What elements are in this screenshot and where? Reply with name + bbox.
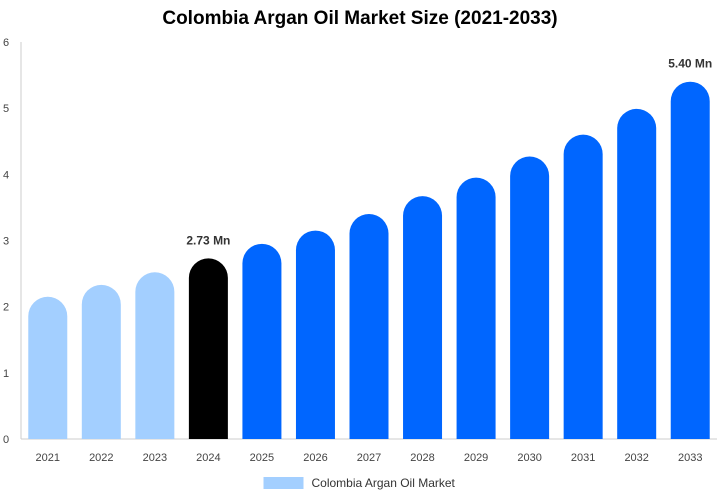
x-tick-label: 2027 bbox=[357, 452, 381, 464]
y-tick-label: 3 bbox=[3, 236, 9, 248]
x-tick-label: 2028 bbox=[410, 452, 434, 464]
bar-2029 bbox=[456, 177, 496, 439]
bar-2030 bbox=[510, 156, 550, 439]
bar-2031 bbox=[563, 134, 603, 439]
y-tick-label: 1 bbox=[3, 368, 9, 380]
x-tick-label: 2024 bbox=[196, 452, 220, 464]
y-tick-label: 2 bbox=[3, 302, 9, 314]
x-tick-label: 2032 bbox=[624, 452, 648, 464]
x-tick-label: 2023 bbox=[143, 452, 167, 464]
bar-2027 bbox=[349, 214, 389, 439]
x-tick-label: 2031 bbox=[571, 452, 595, 464]
bar-2026 bbox=[295, 230, 335, 439]
y-tick-label: 0 bbox=[3, 434, 9, 446]
bar-2028 bbox=[403, 196, 443, 439]
x-tick-label: 2030 bbox=[517, 452, 541, 464]
y-tick-label: 6 bbox=[3, 37, 9, 49]
y-tick-label: 4 bbox=[3, 169, 9, 181]
data-label-2033: 5.40 Mn bbox=[668, 57, 712, 71]
data-label-2024: 2.73 Mn bbox=[186, 233, 230, 247]
x-tick-label: 2033 bbox=[678, 452, 702, 464]
bar-2033 bbox=[670, 81, 710, 439]
chart-title: Colombia Argan Oil Market Size (2021-203… bbox=[162, 8, 558, 29]
bar-2022 bbox=[81, 284, 121, 439]
bar-2025 bbox=[242, 243, 282, 439]
x-tick-label: 2025 bbox=[250, 452, 274, 464]
legend-swatch bbox=[263, 477, 304, 489]
x-tick-label: 2029 bbox=[464, 452, 488, 464]
legend-label: Colombia Argan Oil Market bbox=[312, 476, 456, 490]
bar-2024 bbox=[188, 258, 228, 439]
x-tick-label: 2021 bbox=[36, 452, 60, 464]
bar-2023 bbox=[135, 272, 175, 439]
bar-2032 bbox=[617, 108, 657, 440]
x-tick-label: 2026 bbox=[303, 452, 327, 464]
y-tick-label: 5 bbox=[3, 103, 9, 115]
bar-2021 bbox=[28, 296, 68, 439]
x-tick-label: 2022 bbox=[89, 452, 113, 464]
